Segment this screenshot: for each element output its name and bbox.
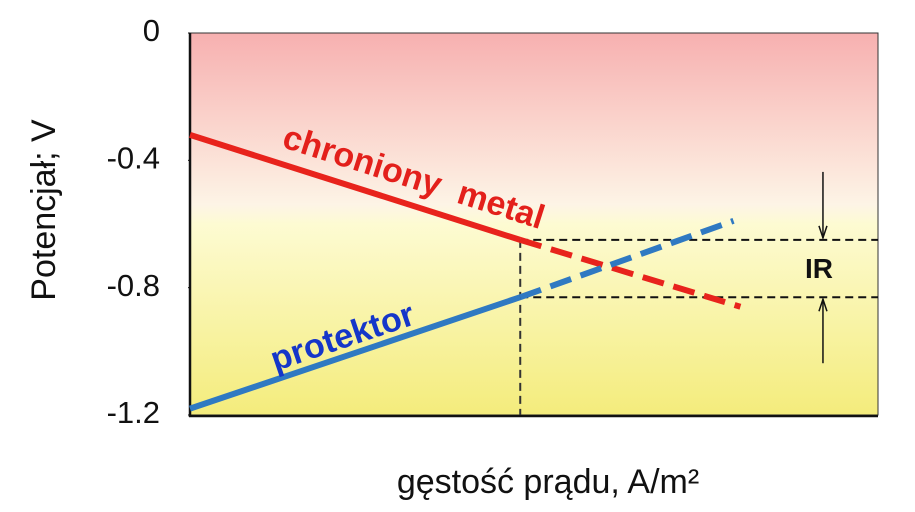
series-line-dashed bbox=[519, 237, 742, 310]
annotation: IR bbox=[805, 253, 833, 284]
y-tick-label: -0.8 bbox=[107, 268, 160, 303]
y-tick-label: -0.4 bbox=[107, 141, 160, 176]
y-axis-label: Potencjał; V bbox=[25, 119, 63, 301]
series-line bbox=[189, 132, 522, 243]
x-axis-label: gęstość prądu, A/m² bbox=[397, 463, 699, 501]
y-tick-label: 0 bbox=[143, 13, 160, 48]
plot-area bbox=[189, 32, 879, 416]
arrow-head bbox=[818, 225, 828, 241]
arrow-head bbox=[818, 296, 828, 312]
series-line-dashed bbox=[519, 217, 735, 301]
series-line bbox=[189, 294, 522, 412]
y-tick-label: -1.2 bbox=[107, 395, 160, 430]
